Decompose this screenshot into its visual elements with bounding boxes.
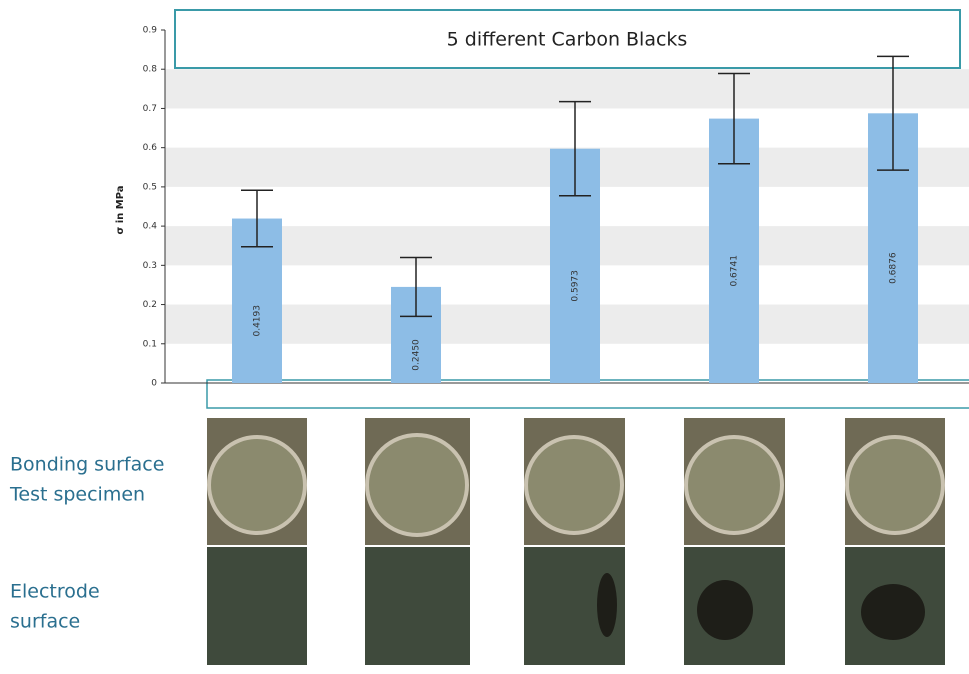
- value-label: 0.2450: [412, 339, 422, 371]
- error-bar: [877, 55, 909, 171]
- y-tick-label: 0.6: [143, 143, 158, 153]
- y-tick-label: 0.2: [143, 300, 157, 310]
- y-axis-label: σ in MPa: [115, 185, 126, 234]
- photos: [207, 418, 945, 665]
- error-bar: [718, 72, 750, 165]
- y-tick-label: 0.1: [143, 339, 157, 349]
- photo-row-label: Electrode: [10, 581, 100, 603]
- error-bar: [559, 100, 591, 197]
- y-tick-label: 0.4: [143, 222, 158, 232]
- value-label: 0.6876: [889, 252, 899, 284]
- y-tick-label: 0.5: [143, 182, 157, 192]
- photo-row-label: surface: [10, 611, 80, 633]
- y-tick-label: 0.7: [143, 104, 157, 114]
- y-tick-label: 0.8: [143, 65, 158, 75]
- photo-row-label: Bonding surface: [10, 454, 164, 476]
- y-tick-label: 0: [151, 379, 157, 389]
- y-tick-label: 0.9: [143, 26, 158, 36]
- category-box: [206, 379, 969, 409]
- error-bar: [400, 256, 432, 318]
- title-box: [174, 9, 961, 69]
- value-label: 0.6741: [730, 255, 740, 287]
- error-bar: [241, 189, 273, 248]
- photo-row-label: Test specimen: [9, 484, 145, 506]
- value-label: 0.5973: [571, 270, 581, 302]
- chart-title: 5 different Carbon Blacks: [447, 29, 688, 51]
- value-label: 0.4193: [253, 305, 263, 337]
- y-tick-label: 0.3: [143, 261, 157, 271]
- grid-band: [165, 69, 969, 109]
